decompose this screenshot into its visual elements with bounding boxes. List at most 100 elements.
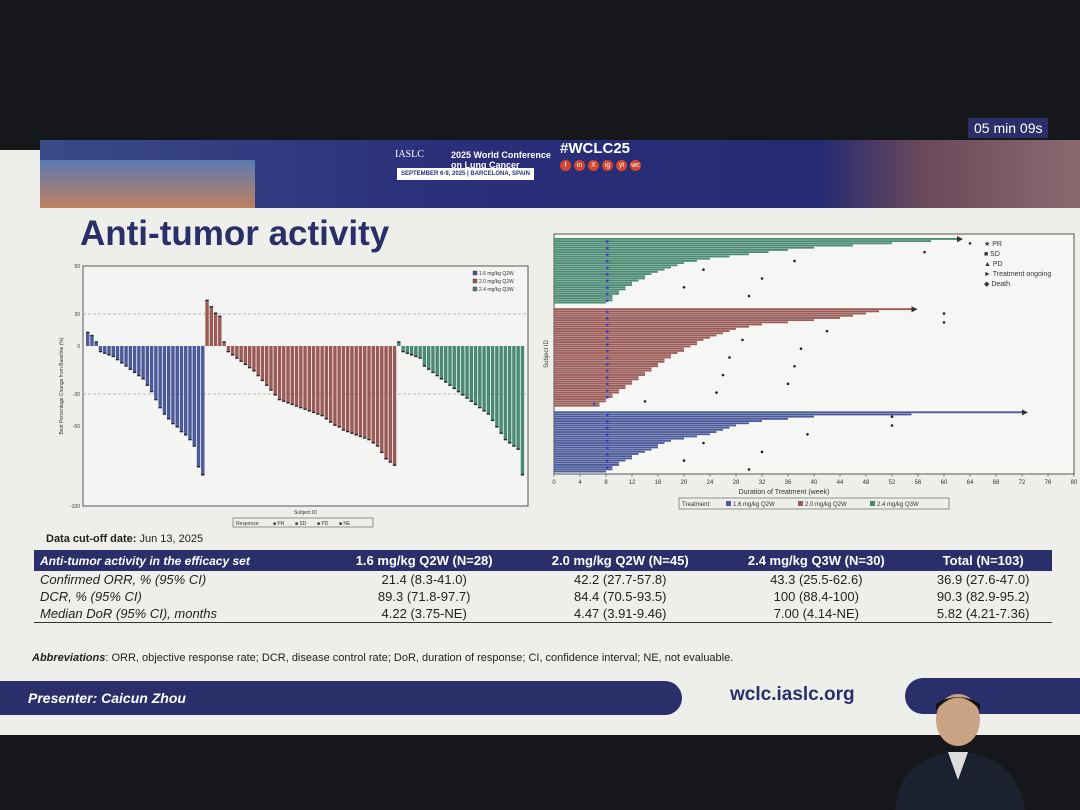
- response-legend-item: ■ NE: [339, 521, 351, 527]
- swimmer-bar: [554, 400, 606, 403]
- death-marker: [760, 277, 764, 280]
- waterfall-bar: [94, 342, 98, 346]
- response-marker: [392, 464, 397, 466]
- swimmer-bar: [554, 347, 684, 350]
- x-tick-label: 52: [889, 480, 896, 486]
- waterfall-bar: [111, 346, 115, 356]
- sd-marker: [606, 349, 609, 353]
- waterfall-bar: [166, 346, 171, 418]
- response-marker: [431, 371, 435, 374]
- sd-marker: [606, 446, 609, 449]
- swimmer-bar: [554, 378, 639, 381]
- swimmer-bar: [554, 464, 619, 466]
- death-marker: [702, 441, 705, 445]
- waterfall-bar: [350, 346, 354, 433]
- y-tick-label: 0: [77, 344, 80, 350]
- legend-swatch: [870, 501, 875, 506]
- sd-marker: [606, 426, 609, 430]
- waterfall-bar: [128, 346, 133, 369]
- swimmer-bar: [554, 292, 619, 295]
- waterfall-bar: [363, 346, 367, 438]
- sd-marker: [606, 376, 609, 379]
- swimmer-bar: [554, 268, 665, 271]
- response-marker: [252, 370, 256, 372]
- response-marker: [243, 363, 248, 366]
- response-marker: [465, 397, 469, 399]
- waterfall-bar: [141, 346, 145, 378]
- swimmer-bar: [554, 277, 645, 280]
- response-marker: [196, 466, 201, 468]
- treatment-legend-item: 1.6 mg/kg Q2W: [733, 502, 775, 508]
- waterfall-bar: [444, 346, 448, 382]
- treatment-ongoing-icon: [957, 236, 963, 243]
- table-cell: 7.00 (4.14-NE): [718, 605, 915, 623]
- iaslc-logo: IASLC: [395, 149, 424, 160]
- swimmer-bar: [554, 284, 632, 286]
- sd-marker: [606, 466, 609, 469]
- col-header: 2.4 mg/kg Q3W (N=30): [718, 550, 915, 571]
- swimmer-bar: [554, 450, 645, 453]
- waterfall-bar: [213, 314, 218, 346]
- response-marker: [358, 435, 363, 438]
- response-marker: [516, 448, 520, 450]
- waterfall-bar: [316, 346, 320, 414]
- response-marker: [495, 426, 499, 428]
- waterfall-bar: [124, 346, 128, 366]
- waterfall-bar: [107, 346, 111, 354]
- swimmer-bar: [554, 395, 613, 398]
- swimmer-bar: [554, 417, 788, 420]
- waterfall-bar: [358, 346, 363, 436]
- swimmer-bar: [554, 242, 892, 245]
- waterfall-bar: [184, 346, 188, 434]
- abbreviations-label: Abbreviations: [32, 652, 106, 664]
- legend-label: 1.6 mg/kg Q2W: [479, 271, 514, 277]
- waterfall-bar: [239, 346, 243, 361]
- waterfall-bar: [158, 346, 162, 407]
- response-marker: [184, 434, 188, 436]
- swimmer-bar: [554, 264, 678, 267]
- waterfall-bar: [499, 346, 503, 433]
- response-marker: [226, 350, 231, 353]
- youtube-icon: yt: [616, 160, 627, 171]
- swimmer-bar: [554, 398, 606, 401]
- swimmer-bar: [554, 387, 626, 390]
- waterfall-bar: [192, 346, 196, 446]
- response-marker: [418, 357, 422, 359]
- swimmer-bar: [554, 352, 678, 354]
- efficacy-table: Anti-tumor activity in the efficacy set …: [34, 550, 1052, 623]
- response-marker: [230, 354, 235, 356]
- waterfall-bar: [256, 346, 260, 375]
- waterfall-bar: [461, 346, 465, 394]
- swimmer-bar: [554, 448, 652, 451]
- swimmer-bar: [554, 259, 697, 262]
- swimmer-bar: [554, 253, 749, 256]
- waterfall-bar: [388, 346, 393, 462]
- waterfall-bar: [345, 346, 350, 431]
- waterfall-bar: [512, 346, 516, 446]
- waterfall-bar: [226, 346, 231, 351]
- waterfall-bar: [341, 346, 346, 430]
- linkedin-icon: in: [574, 160, 585, 171]
- sd-marker: [606, 439, 609, 443]
- conference-name: 2025 World Conference on Lung Cancer: [451, 150, 551, 170]
- waterfall-bar: [405, 346, 410, 353]
- swimmer-bar: [554, 341, 697, 343]
- response-marker: [111, 355, 115, 358]
- swimmer-bar: [554, 316, 840, 319]
- waterfall-bar: [337, 346, 341, 426]
- waterfall-bar: [320, 346, 324, 415]
- swimmer-bar: [554, 461, 619, 464]
- waterfall-bar: [299, 346, 303, 407]
- waterfall-bar: [86, 333, 90, 346]
- response-marker: [290, 403, 294, 406]
- sd-marker: [593, 402, 596, 406]
- response-marker: [426, 368, 431, 370]
- response-legend-item: ■ PD: [317, 521, 329, 527]
- waterfall-bar: [218, 317, 222, 346]
- response-marker: [405, 352, 410, 354]
- response-marker: [503, 438, 508, 441]
- swimmer-bar: [554, 251, 769, 254]
- row-label: DCR, % (95% CI): [40, 589, 142, 604]
- row-label: Median DoR (95% CI), months: [34, 605, 327, 623]
- response-marker: [473, 403, 478, 406]
